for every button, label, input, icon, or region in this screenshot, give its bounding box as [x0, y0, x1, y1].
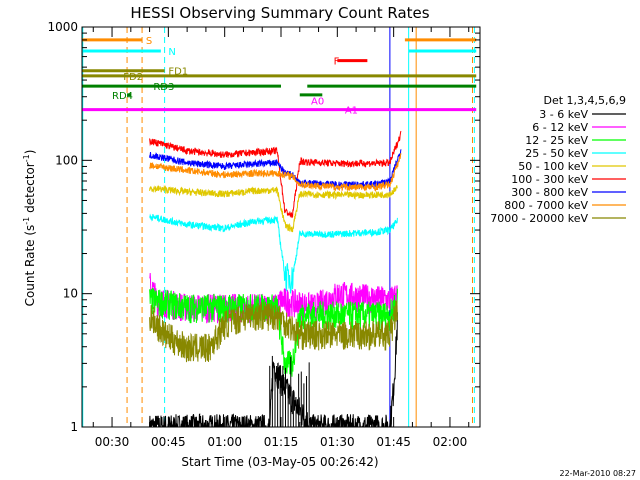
x-tick-label: 01:45: [376, 435, 411, 449]
chart-title: HESSI Observing Summary Count Rates: [130, 4, 429, 22]
x-tick-label: 01:00: [207, 435, 242, 449]
legend-item-label: 300 - 800 keV: [511, 186, 588, 199]
footer-timestamp: 22-Mar-2010 08:27: [560, 469, 637, 478]
series-line-6: [149, 149, 402, 190]
series-line-8: [149, 300, 398, 363]
y-tick-label: 1: [70, 420, 78, 434]
flag-label-fd1: FD1: [168, 67, 188, 78]
y-tick-label: 10: [63, 287, 78, 301]
legend-title: Det 1,3,4,5,6,9: [543, 94, 626, 107]
x-tick-label: 00:45: [151, 435, 186, 449]
x-tick-label: 02:00: [433, 435, 468, 449]
flag-label-rd4: RD4: [112, 91, 133, 102]
series-line-7: [149, 153, 402, 193]
flag-label-fd2: FD2: [123, 72, 143, 83]
legend-item-label: 100 - 300 keV: [511, 173, 588, 186]
legend-item-label: 800 - 7000 keV: [504, 199, 588, 212]
series-line-5: [149, 130, 402, 219]
legend-item-label: 7000 - 20000 keV: [490, 212, 588, 225]
axes-ticks: 1 10 100 1000 00:30 00:45 01:00 01:15 01:30 01:45…: [47, 20, 480, 449]
flag-label-rd3: RD3: [153, 82, 174, 93]
y-tick-label: 1000: [47, 20, 78, 34]
x-tick-label: 01:30: [320, 435, 355, 449]
x-axis-label: Start Time (03-May-05 00:26:42): [181, 455, 378, 469]
series-line-0: [149, 312, 398, 427]
flag-label-s: S: [146, 36, 152, 47]
flag-label-n: N: [168, 47, 175, 58]
series-line-4: [149, 184, 398, 233]
flag-label-a1: A1: [345, 106, 358, 117]
x-tick-label: 01:15: [264, 435, 299, 449]
legend-item-label: 6 - 12 keV: [532, 121, 588, 134]
flag-label-a0: A0: [311, 97, 324, 108]
legend-item-label: 50 - 100 keV: [518, 160, 588, 173]
y-tick-label: 100: [55, 153, 78, 167]
legend-item-label: 25 - 50 keV: [525, 147, 588, 160]
series-line-3: [149, 213, 398, 294]
plot-area: S N FD1 FD2 RD3 RD4 F A0 A1: [82, 27, 477, 427]
legend-item-label: 12 - 25 keV: [525, 134, 588, 147]
legend-item-label: 3 - 6 keV: [539, 108, 588, 121]
x-tick-label: 00:30: [95, 435, 130, 449]
y-axis-label: Count Rate (s-1 detector-1): [22, 150, 37, 307]
flag-label-f: F: [334, 57, 340, 68]
